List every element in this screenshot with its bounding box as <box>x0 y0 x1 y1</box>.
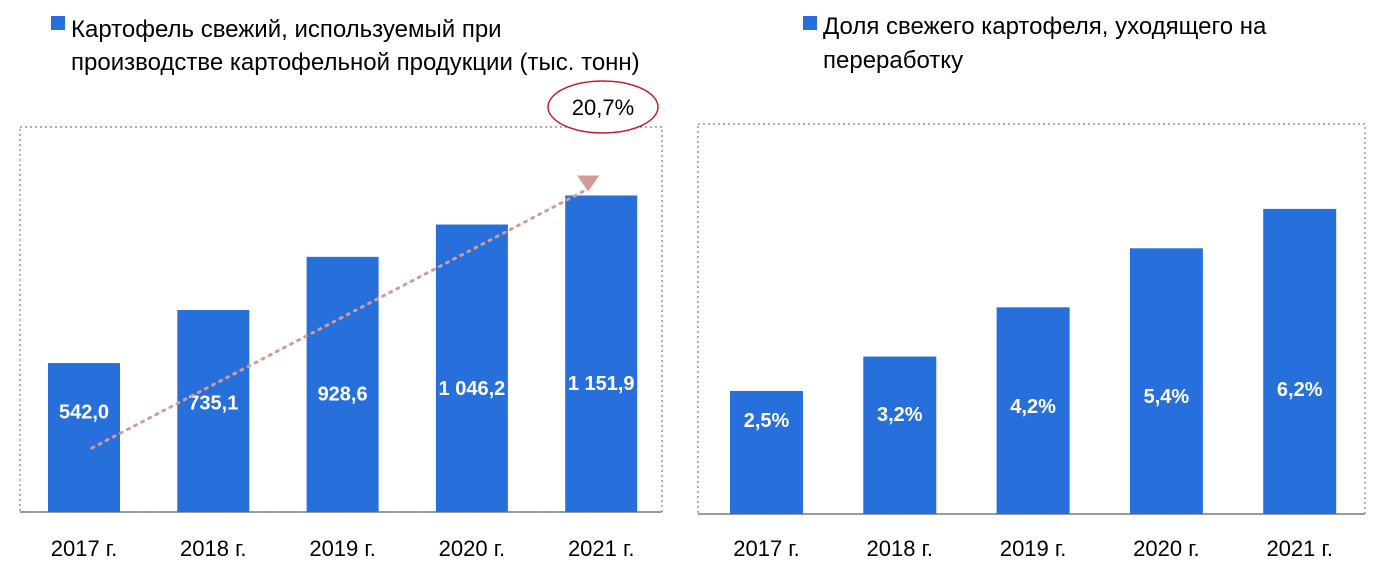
chart-potato-used: Картофель свежий, используемый при произ… <box>19 16 663 561</box>
chart-title-line-1: Картофель свежий, используемый при <box>71 16 502 43</box>
bar <box>48 363 120 512</box>
legend-swatch-right <box>803 16 817 30</box>
data-label: 1 046,2 <box>439 378 506 400</box>
chart-title-line-2: переработку <box>823 47 963 74</box>
x-tick-label: 2020 г. <box>1133 536 1200 561</box>
data-label: 3,2% <box>877 404 923 426</box>
growth-annotation: 20,7% <box>90 80 659 450</box>
plot-frame <box>19 126 663 513</box>
x-tick-labels: 2017 г. 2018 г. 2019 г. 2020 г. 2021 г. <box>733 536 1333 561</box>
bar <box>306 256 379 512</box>
chart-title-line-1: Доля свежего картофеля, уходящего на <box>823 13 1267 40</box>
bar <box>565 195 638 513</box>
bar <box>435 224 508 512</box>
x-tick-label: 2018 г. <box>180 536 247 561</box>
x-tick-label: 2020 г. <box>439 536 506 561</box>
bar <box>1263 208 1337 514</box>
bar <box>996 307 1070 514</box>
x-tick-label: 2021 г. <box>568 536 635 561</box>
x-tick-label: 2017 г. <box>733 536 800 561</box>
bar-series <box>730 208 1337 514</box>
cagr-ellipse <box>547 80 659 134</box>
chart-share-processed: Доля свежего картофеля, уходящего на пер… <box>697 13 1366 561</box>
data-label: 2,5% <box>744 410 790 432</box>
data-label: 542,0 <box>59 402 109 424</box>
data-label: 6,2% <box>1277 379 1323 401</box>
chart-title-line-2: производстве картофельной продукции (тыс… <box>71 49 640 76</box>
trend-arrow-head <box>577 175 600 192</box>
data-label: 1 151,9 <box>568 373 635 395</box>
bar <box>863 356 937 514</box>
bar <box>1129 248 1203 514</box>
data-label: 928,6 <box>318 384 368 406</box>
cagr-label: 20,7% <box>572 95 634 120</box>
data-labels: 542,0 735,1 928,6 1 046,2 1 151,9 <box>59 373 635 423</box>
x-tick-label: 2019 г. <box>1000 536 1067 561</box>
bar-series <box>48 195 638 513</box>
x-tick-label: 2021 г. <box>1266 536 1333 561</box>
x-tick-label: 2018 г. <box>867 536 934 561</box>
legend-swatch-left <box>51 16 65 30</box>
data-labels: 2,5% 3,2% 4,2% 5,4% 6,2% <box>744 379 1323 432</box>
bar <box>177 310 250 512</box>
data-label: 4,2% <box>1010 396 1056 418</box>
x-tick-labels: 2017 г. 2018 г. 2019 г. 2020 г. 2021 г. <box>51 536 635 561</box>
x-tick-label: 2017 г. <box>51 536 118 561</box>
x-tick-label: 2019 г. <box>309 536 376 561</box>
bar <box>730 390 803 514</box>
data-label: 735,1 <box>188 393 238 415</box>
data-label: 5,4% <box>1144 386 1190 408</box>
